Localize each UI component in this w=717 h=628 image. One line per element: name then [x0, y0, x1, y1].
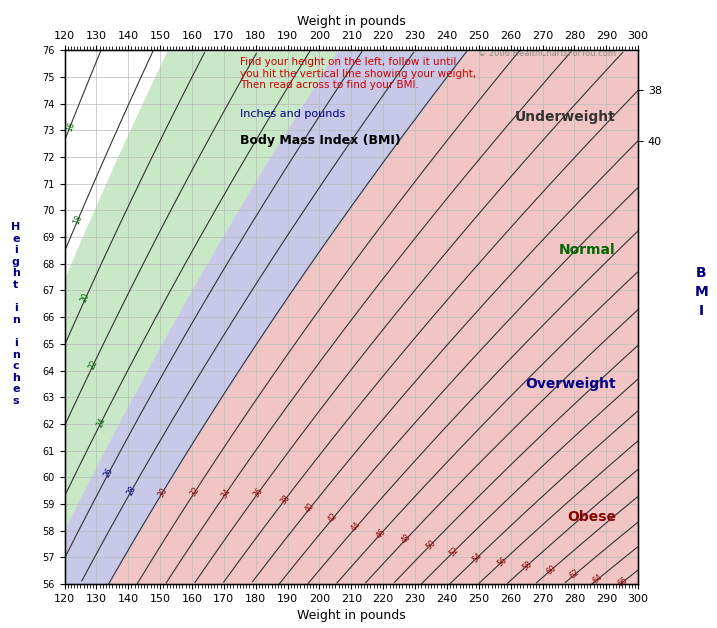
X-axis label: Weight in pounds: Weight in pounds [297, 609, 406, 622]
Text: Normal: Normal [559, 244, 616, 257]
Text: © 2006 HealthChartsForYou.com: © 2006 HealthChartsForYou.com [478, 49, 616, 58]
Text: 38: 38 [279, 493, 292, 506]
Text: 54: 54 [470, 551, 484, 565]
X-axis label: Weight in pounds: Weight in pounds [297, 15, 406, 28]
Text: 44: 44 [349, 521, 363, 534]
Text: 62: 62 [569, 568, 581, 581]
Text: 26: 26 [103, 467, 115, 479]
Text: 42: 42 [326, 511, 340, 524]
Text: 34: 34 [219, 487, 232, 501]
Text: Find your height on the left, follow it until
you hit the vertical line showing : Find your height on the left, follow it … [239, 57, 476, 90]
Text: Inches and pounds: Inches and pounds [239, 109, 345, 119]
Text: Underweight: Underweight [515, 110, 616, 124]
Text: M: M [694, 285, 708, 299]
Text: 36: 36 [252, 486, 265, 499]
Text: 18: 18 [72, 214, 84, 226]
Text: 60: 60 [545, 563, 559, 576]
Text: 56: 56 [495, 555, 508, 568]
Text: B: B [696, 266, 706, 280]
Text: 40: 40 [303, 501, 317, 514]
Text: 20: 20 [80, 292, 92, 305]
Text: 48: 48 [399, 533, 412, 546]
Text: Body Mass Index (BMI): Body Mass Index (BMI) [239, 134, 401, 147]
Text: H
e
i
g
h
t

i
n

i
n
c
h
e
s: H e i g h t i n i n c h e s [11, 222, 20, 406]
Text: 28: 28 [125, 484, 138, 497]
Text: 66: 66 [616, 575, 630, 588]
Text: 16: 16 [65, 120, 76, 133]
Text: 22: 22 [87, 359, 100, 371]
Text: 30: 30 [156, 486, 168, 499]
Text: Obese: Obese [567, 511, 616, 524]
Text: 64: 64 [592, 573, 604, 586]
Text: 32: 32 [189, 485, 201, 498]
Text: 52: 52 [447, 545, 460, 558]
Text: I: I [698, 304, 704, 318]
Text: 58: 58 [521, 560, 533, 572]
Text: 46: 46 [374, 527, 388, 540]
Text: 50: 50 [424, 538, 437, 551]
Text: 24: 24 [95, 416, 107, 429]
Text: Overweight: Overweight [525, 377, 616, 391]
